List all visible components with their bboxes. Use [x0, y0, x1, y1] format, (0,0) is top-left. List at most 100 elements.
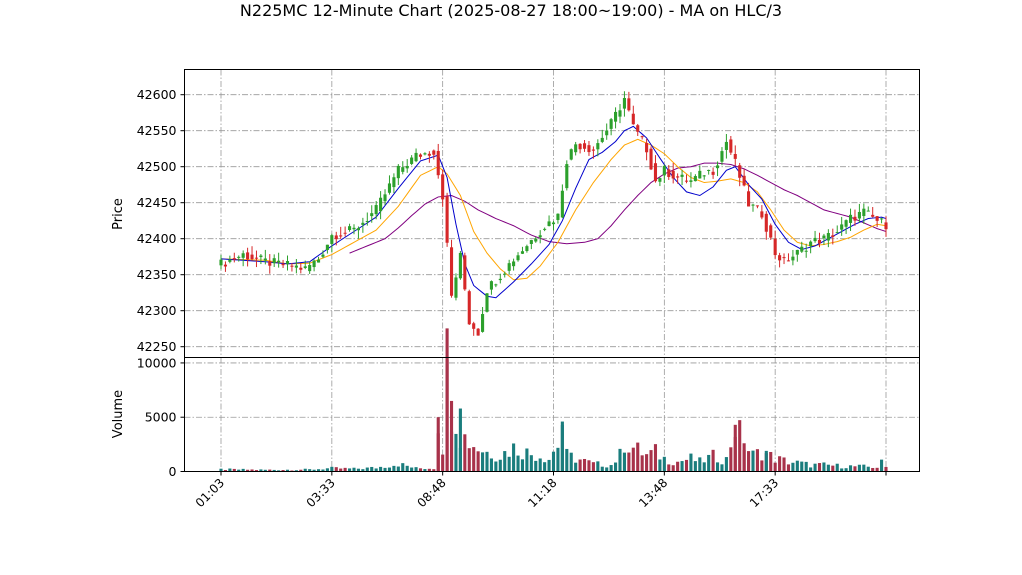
price-y-ticks: 42250 42300 42350 42400 42450 42500 42550 42600: [137, 87, 185, 354]
volume-bar: [467, 448, 471, 472]
candle: [742, 169, 746, 187]
volume-bar: [503, 451, 507, 472]
volume-bar: [556, 447, 560, 472]
volume-bar: [702, 462, 706, 472]
candle: [840, 216, 844, 236]
candle: [835, 225, 839, 234]
volume-bar: [760, 460, 764, 472]
candle: [507, 259, 511, 275]
candle: [316, 256, 321, 263]
volume-bar: [392, 465, 396, 472]
candle: [627, 91, 631, 112]
candle: [684, 174, 689, 184]
volume-bar: [747, 451, 751, 472]
volume-bar: [773, 462, 777, 472]
volume-y-ticks: 0 5000 10000: [137, 355, 185, 479]
candle: [871, 207, 875, 218]
volume-bar: [751, 450, 755, 472]
candle: [653, 155, 658, 183]
volume-bar: [733, 424, 737, 472]
volume-bar: [334, 467, 338, 472]
candle: [676, 173, 680, 184]
candle: [600, 129, 604, 144]
volume-bar: [596, 461, 600, 472]
volume-bar: [312, 469, 316, 472]
candle: [738, 162, 742, 187]
candle: [401, 161, 405, 175]
candle: [862, 203, 866, 224]
volume-bar: [653, 444, 658, 472]
candle: [325, 244, 329, 254]
candle: [485, 293, 489, 313]
candle: [228, 255, 232, 264]
volume-bar: [285, 469, 290, 472]
volume-axes-frame: [184, 357, 920, 472]
volume-bar: [423, 469, 427, 472]
candle: [449, 239, 454, 298]
candle: [800, 241, 804, 253]
volume-bar: [316, 469, 321, 472]
price-y-tick-label: 42500: [137, 159, 177, 174]
candle: [277, 252, 281, 268]
volume-bar: [698, 457, 702, 472]
volume-bar: [476, 451, 480, 472]
volume-bar: [574, 462, 578, 472]
candle: [481, 307, 485, 333]
volume-bar: [507, 456, 511, 472]
volume-y-tick-label: 10000: [137, 355, 177, 370]
candle: [711, 167, 715, 179]
volume-bar: [250, 469, 254, 472]
x-tick-label: 11:18: [525, 476, 559, 510]
volume-bar: [778, 456, 782, 472]
candle: [356, 226, 360, 239]
candle: [813, 230, 817, 243]
candle: [512, 258, 516, 271]
candle: [804, 243, 808, 258]
candle: [636, 123, 640, 137]
ma-mid-line: [220, 138, 887, 281]
price-y-tick-label: 42350: [137, 267, 177, 282]
candle: [724, 134, 728, 159]
volume-bar: [627, 452, 631, 472]
volume-bar: [254, 470, 259, 472]
candlesticks: [219, 91, 888, 336]
candle: [729, 135, 733, 155]
candle: [645, 138, 649, 161]
candle: [733, 145, 737, 166]
volume-bar: [223, 469, 227, 472]
candle: [578, 143, 582, 154]
volume-bar: [649, 450, 653, 472]
volume-bar: [272, 469, 276, 472]
volume-bar: [343, 467, 347, 472]
candle: [387, 175, 392, 195]
candle: [786, 253, 791, 262]
candle: [809, 240, 813, 254]
volume-bar: [228, 468, 232, 472]
candle: [241, 250, 245, 267]
volume-bar: [640, 455, 644, 472]
x-ticks: 01:03 03:33 08:48 11:18 13:48 17:33: [193, 471, 887, 510]
volume-bar: [800, 461, 804, 472]
volume-y-tick-label: 5000: [145, 410, 177, 425]
candle: [525, 244, 529, 253]
volume-bar: [299, 469, 303, 472]
candle: [520, 246, 525, 255]
price-axes-frame: [184, 69, 920, 358]
volume-bar: [485, 451, 489, 472]
candle: [436, 143, 440, 179]
candle: [263, 249, 267, 265]
candle: [587, 140, 591, 156]
candle: [755, 205, 759, 209]
candle: [614, 107, 618, 129]
candle: [405, 159, 409, 173]
candle: [769, 223, 773, 240]
candle: [773, 230, 777, 259]
candle: [817, 232, 822, 248]
volume-bar: [387, 467, 392, 472]
volume-bar: [569, 452, 573, 472]
candle: [702, 174, 706, 180]
volume-bar: [804, 461, 808, 472]
volume-bar: [383, 467, 387, 472]
candle: [321, 250, 325, 259]
candle: [866, 206, 870, 212]
